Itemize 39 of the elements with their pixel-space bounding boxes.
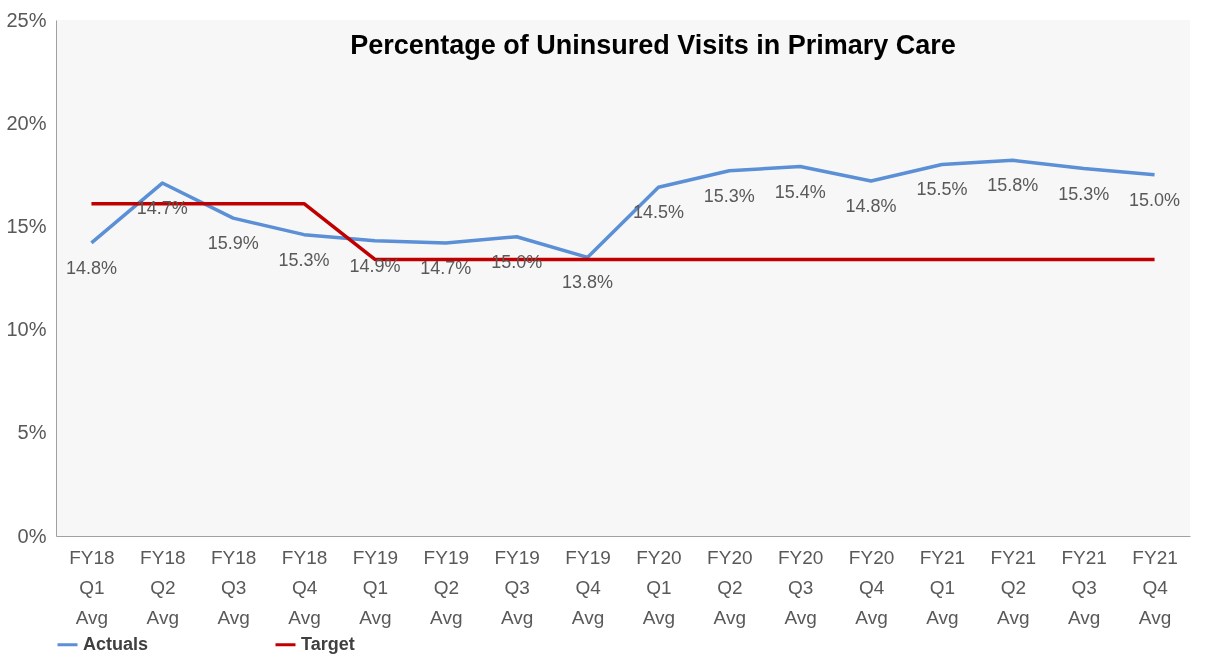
annotation: 14.8% <box>65 257 117 278</box>
chart-title: Percentage of Uninsured Visits in Primary Care <box>350 30 956 60</box>
x-tick-label: FY20 Q3 Avg <box>777 546 824 628</box>
x-tick-label: FY18 Q2 Avg <box>140 546 186 628</box>
x-tick-label: FY19 Q2 Avg <box>423 546 470 628</box>
y-tick-label: 10% <box>6 318 47 341</box>
x-tick-label: FY21 Q2 Avg <box>990 546 1037 628</box>
y-tick-label: 25% <box>6 8 47 31</box>
x-tick-label: FY19 Q1 Avg <box>352 546 399 628</box>
x-tick-label: FY20 Q1 Avg <box>636 546 682 628</box>
annotation: 15.5% <box>916 179 968 200</box>
annotation: 15.4% <box>774 181 826 202</box>
x-tick-label: FY18 Q3 Avg <box>210 546 257 628</box>
annotation: 15.9% <box>207 233 259 254</box>
annotation: 14.8% <box>845 195 897 216</box>
x-tick-label: FY21 Q3 Avg <box>1061 546 1107 628</box>
annotation: 15.3% <box>703 185 755 206</box>
annotation: 14.9% <box>349 255 401 276</box>
x-tick-label: FY20 Q4 Avg <box>848 546 895 628</box>
x-tick-label: FY20 Q2 Avg <box>707 546 753 628</box>
annotation: 13.8% <box>562 272 614 293</box>
x-tick-label: FY18 Q1 Avg <box>69 546 115 628</box>
annotation: 15.3% <box>278 249 330 270</box>
annotation: 15.0% <box>1129 189 1181 210</box>
x-tick-label: FY21 Q1 Avg <box>919 546 966 628</box>
annotation: 14.7% <box>420 257 472 278</box>
y-tick-label: 20% <box>6 111 47 134</box>
legend-label: Target <box>301 633 355 654</box>
x-tick-label: FY19 Q4 Avg <box>565 546 611 628</box>
y-tick-label: 5% <box>17 421 47 444</box>
annotation: 14.5% <box>632 202 684 223</box>
legend-label: Actuals <box>83 633 149 654</box>
x-tick-label: FY21 Q4 Avg <box>1132 546 1178 628</box>
annotation: 15.8% <box>987 175 1039 196</box>
x-tick-label: FY19 Q3 Avg <box>494 546 540 628</box>
annotation: 15.3% <box>1058 183 1110 204</box>
y-tick-label: 15% <box>6 214 47 237</box>
y-tick-label: 0% <box>17 524 47 547</box>
x-tick-label: FY18 Q4 Avg <box>281 546 328 628</box>
